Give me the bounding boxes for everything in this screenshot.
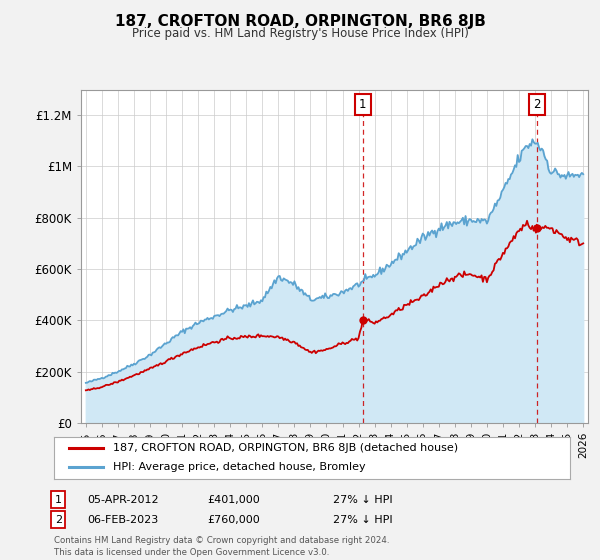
Text: 27% ↓ HPI: 27% ↓ HPI (333, 515, 392, 525)
Text: 2: 2 (55, 515, 62, 525)
Text: £760,000: £760,000 (207, 515, 260, 525)
Text: 06-FEB-2023: 06-FEB-2023 (87, 515, 158, 525)
Text: Contains HM Land Registry data © Crown copyright and database right 2024.
This d: Contains HM Land Registry data © Crown c… (54, 536, 389, 557)
Text: 187, CROFTON ROAD, ORPINGTON, BR6 8JB: 187, CROFTON ROAD, ORPINGTON, BR6 8JB (115, 14, 485, 29)
Text: 1: 1 (55, 494, 62, 505)
Text: 1: 1 (359, 98, 367, 111)
Text: 2: 2 (533, 98, 541, 111)
Text: 187, CROFTON ROAD, ORPINGTON, BR6 8JB (detached house): 187, CROFTON ROAD, ORPINGTON, BR6 8JB (d… (113, 443, 458, 453)
Text: 05-APR-2012: 05-APR-2012 (87, 494, 158, 505)
Text: £401,000: £401,000 (207, 494, 260, 505)
Text: Price paid vs. HM Land Registry's House Price Index (HPI): Price paid vs. HM Land Registry's House … (131, 27, 469, 40)
Text: HPI: Average price, detached house, Bromley: HPI: Average price, detached house, Brom… (113, 463, 366, 473)
Text: 27% ↓ HPI: 27% ↓ HPI (333, 494, 392, 505)
